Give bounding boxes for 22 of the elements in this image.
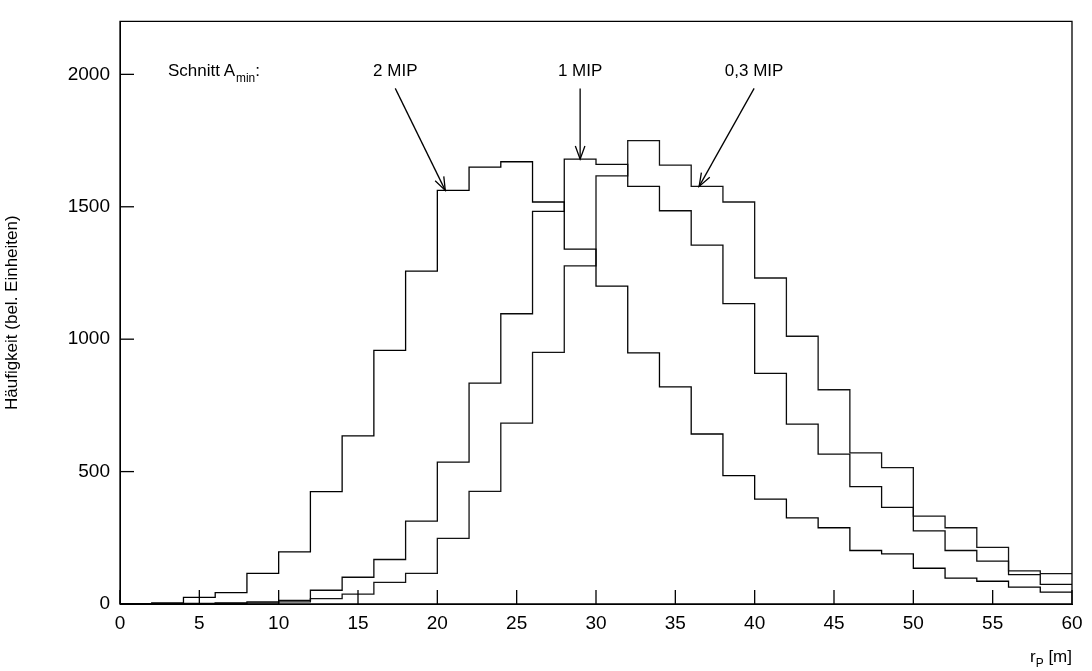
annotation: 0,3 MIP	[724, 61, 784, 81]
x-tick-label: 10	[268, 611, 290, 633]
x-tick-label: 35	[664, 611, 686, 633]
y-tick-label: 1500	[67, 195, 110, 217]
x-tick-label: 20	[426, 611, 448, 633]
y-tick-label: 1000	[67, 327, 110, 349]
y-tick-label: 0	[99, 592, 110, 614]
x-tick-label: 50	[902, 611, 924, 633]
x-tick-label: 55	[982, 611, 1004, 633]
y-tick-label: 2000	[67, 62, 110, 84]
x-tick-label: 0	[114, 611, 126, 633]
x-tick-label: 40	[744, 611, 766, 633]
x-tick-label: 30	[585, 611, 607, 633]
y-axis-title: Häufigkeit (bel. Einheiten)	[1, 215, 21, 411]
annotation: 2 MIP	[373, 61, 418, 81]
x-tick-label: 15	[347, 611, 369, 633]
x-tick-label: 45	[823, 611, 845, 633]
x-tick-label: 5	[194, 611, 205, 633]
x-tick-label: 25	[506, 611, 528, 633]
x-tick-label: 60	[1061, 611, 1083, 633]
y-tick-label: 500	[78, 459, 110, 481]
annotation: 1 MIP	[557, 61, 603, 81]
